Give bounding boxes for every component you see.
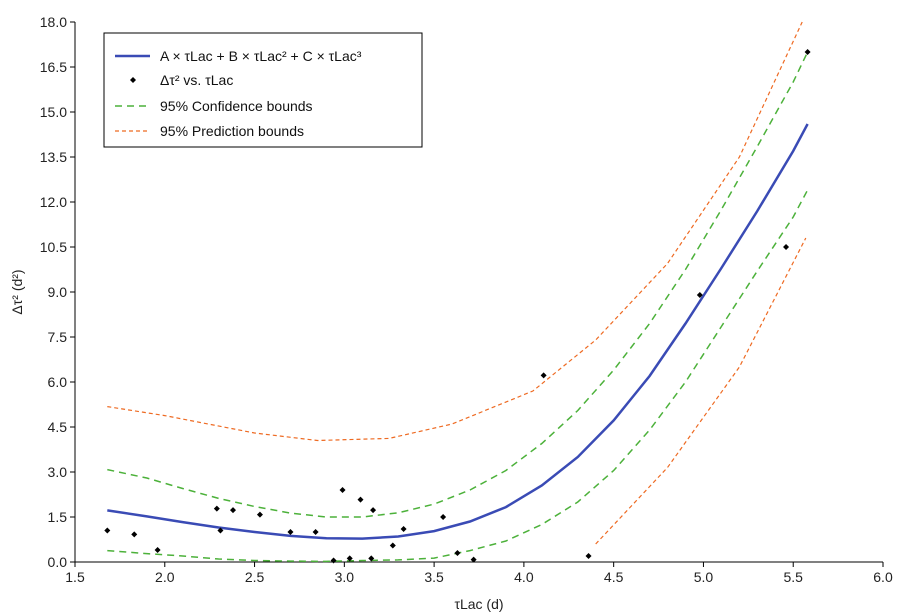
x-tick-label: 5.5 xyxy=(783,569,803,585)
y-tick-label: 10.5 xyxy=(40,239,67,255)
y-axis-label: Δτ² (d²) xyxy=(9,269,25,314)
x-axis-label: τLac (d) xyxy=(454,596,503,612)
data-point xyxy=(368,555,375,562)
conf-line-2 xyxy=(107,189,809,563)
x-tick-label: 2.5 xyxy=(245,569,265,585)
data-point xyxy=(287,529,294,535)
x-tick-label: 3.5 xyxy=(424,569,444,585)
data-point xyxy=(454,550,461,556)
data-point xyxy=(339,487,346,493)
data-point xyxy=(213,505,220,512)
y-tick-label: 12.0 xyxy=(40,194,67,210)
y-tick-label: 7.5 xyxy=(48,329,68,345)
x-tick-label: 5.0 xyxy=(694,569,714,585)
y-ticks: 0.0 1.5 3.0 4.5 6.0 7.5 9.0 10.5 12.0 13.5 15.0 16.… xyxy=(40,14,75,570)
pred-line-4 xyxy=(595,237,807,545)
legend-box xyxy=(103,32,423,148)
series-layer xyxy=(107,21,809,563)
data-point xyxy=(357,496,364,503)
legend-items: A × τLac + B × τLac² + C × τLac³ Δτ² vs. … xyxy=(115,48,362,139)
data-point xyxy=(389,542,396,549)
x-ticks: 1.5 2.0 2.5 3.0 3.5 4.0 4.5 5.0 5.5 6.0 xyxy=(65,562,893,585)
pred-line-3 xyxy=(107,21,803,442)
data-point xyxy=(217,527,224,534)
legend-label-conf: 95% Confidence bounds xyxy=(160,98,313,114)
data-point xyxy=(131,531,138,538)
data-point xyxy=(400,526,407,532)
legend-label-fit: A × τLac + B × τLac² + C × τLac³ xyxy=(160,48,362,64)
data-point xyxy=(696,292,703,298)
y-tick-label: 0.0 xyxy=(48,554,68,570)
data-point xyxy=(783,244,790,250)
fit-line-0 xyxy=(107,123,809,540)
legend-label-pred: 95% Prediction bounds xyxy=(160,123,304,139)
y-tick-label: 18.0 xyxy=(40,14,67,30)
data-point xyxy=(346,555,353,562)
data-point xyxy=(370,507,377,514)
legend-label-data: Δτ² vs. τLac xyxy=(160,72,233,88)
data-point xyxy=(540,372,547,379)
x-tick-label: 3.0 xyxy=(335,569,355,585)
data-point xyxy=(440,514,447,520)
y-tick-label: 1.5 xyxy=(48,509,68,525)
y-tick-label: 16.5 xyxy=(40,59,67,75)
points-layer xyxy=(104,49,811,564)
legend: A × τLac + B × τLac² + C × τLac³ Δτ² vs. … xyxy=(103,32,423,148)
plot-area: 1.5 2.0 2.5 3.0 3.5 4.0 4.5 5.0 5.5 6.0 0.01.53.0… xyxy=(40,14,893,585)
data-point xyxy=(104,527,111,534)
y-tick-label: 6.0 xyxy=(48,374,68,390)
x-tick-label: 6.0 xyxy=(873,569,893,585)
y-tick-label: 4.5 xyxy=(48,419,68,435)
data-point xyxy=(154,547,161,553)
y-tick-label: 13.5 xyxy=(40,149,67,165)
y-tick-label: 9.0 xyxy=(48,284,68,300)
y-tick-label: 3.0 xyxy=(48,464,68,480)
data-point xyxy=(230,507,237,514)
x-tick-label: 2.0 xyxy=(155,569,175,585)
data-point xyxy=(470,556,477,563)
x-tick-label: 4.0 xyxy=(514,569,534,585)
data-point xyxy=(804,49,811,55)
data-point xyxy=(585,553,592,559)
data-point xyxy=(330,557,337,564)
legend-marker-data xyxy=(130,77,136,83)
x-tick-label: 4.5 xyxy=(604,569,624,585)
data-point xyxy=(312,529,319,535)
conf-line-1 xyxy=(107,51,809,518)
data-point xyxy=(256,511,263,518)
y-tick-label: 15.0 xyxy=(40,104,67,120)
x-tick-label: 1.5 xyxy=(65,569,85,585)
